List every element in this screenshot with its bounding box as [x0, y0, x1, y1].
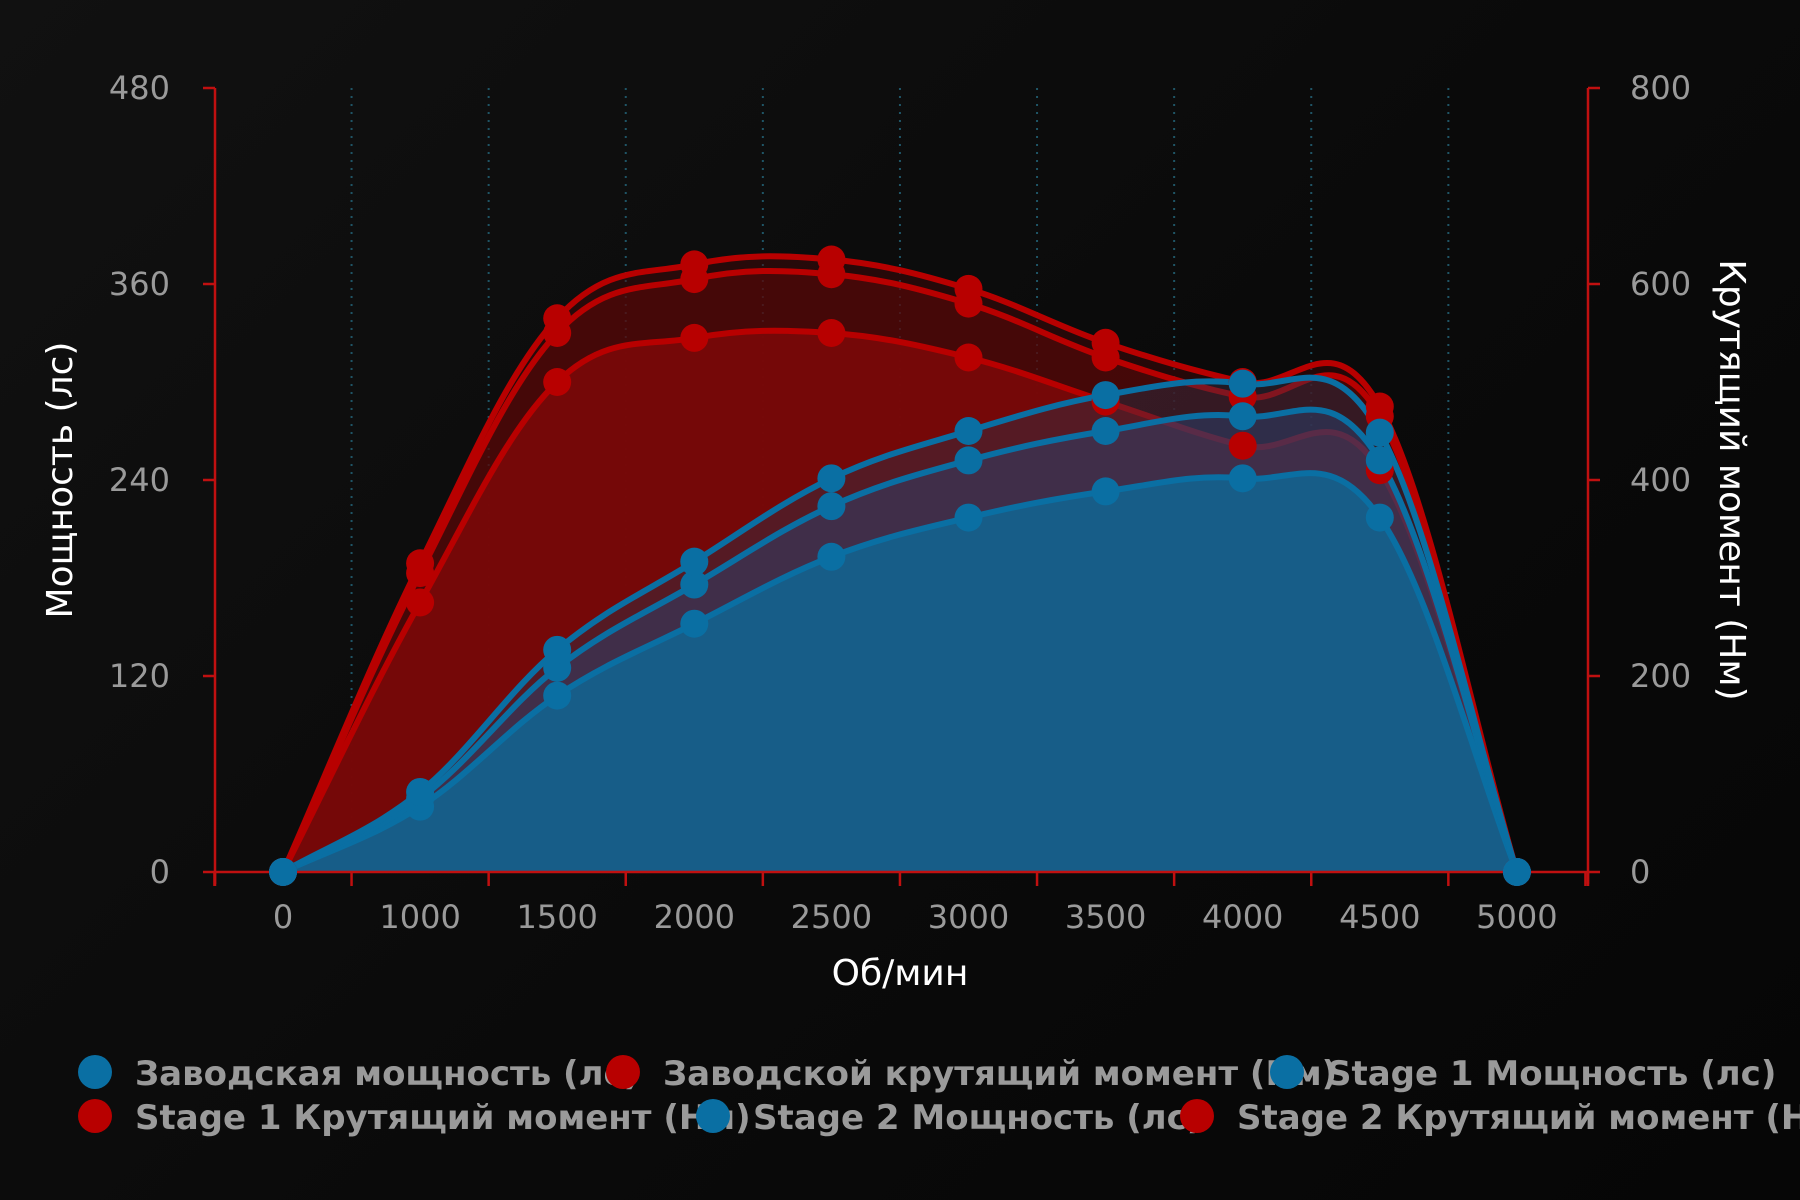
legend-label: Заводская мощность (лс) — [135, 1054, 639, 1094]
y-right-tick-label: 400 — [1630, 461, 1691, 499]
x-tick-label: 1000 — [379, 898, 460, 936]
power-point — [1228, 402, 1257, 431]
y-axis-left-title: Мощность (лс) — [40, 342, 81, 619]
x-tick-label: 1500 — [516, 898, 597, 936]
power-point — [1365, 446, 1394, 475]
power-point — [1502, 858, 1531, 886]
y-right-tick-label: 0 — [1630, 853, 1650, 891]
power-series-layer — [281, 374, 1520, 875]
torque-point — [680, 323, 709, 352]
power-point — [1228, 464, 1257, 493]
y-left-tick-label: 0 — [150, 853, 170, 891]
power-point — [406, 777, 435, 806]
x-tick-label: 2000 — [654, 898, 735, 936]
x-tick-label: 4000 — [1202, 898, 1283, 936]
y-right-tick-label: 600 — [1630, 265, 1691, 303]
power-area-0 — [283, 473, 1517, 872]
torque-point — [954, 274, 983, 303]
torque-point — [680, 250, 709, 279]
legend-label: Stage 1 Крутящий момент (Нм) — [135, 1098, 751, 1138]
y-left-tick-label: 120 — [109, 657, 170, 695]
legend-marker — [78, 1099, 112, 1133]
torque-point — [817, 245, 846, 274]
torque-line-0 — [280, 327, 1520, 874]
power-point — [1228, 369, 1257, 398]
x-tick-label: 2500 — [791, 898, 872, 936]
power-point — [543, 681, 572, 710]
torque-point — [1091, 328, 1120, 357]
torque-point — [1228, 431, 1257, 460]
legend-marker — [1270, 1055, 1304, 1089]
power-point — [954, 503, 983, 532]
power-point — [1091, 477, 1120, 506]
data-points — [269, 245, 1531, 886]
x-tick-label: 0 — [273, 898, 293, 936]
power-point — [1091, 417, 1120, 445]
power-point — [1365, 503, 1394, 532]
power-point — [954, 417, 983, 445]
legend-label: Stage 2 Мощность (лс) — [753, 1098, 1202, 1138]
y-left-tick-label: 240 — [109, 461, 170, 499]
power-point — [543, 635, 572, 664]
torque-point — [406, 588, 435, 617]
power-point — [680, 570, 709, 599]
y-right-tick-label: 800 — [1630, 69, 1691, 107]
x-tick-label: 5000 — [1476, 898, 1557, 936]
power-point — [269, 858, 297, 886]
axes: 0 120 240 360 480 0 200 400 600 800 0 1000 1500 2000 2… — [109, 69, 1691, 936]
x-axis-title: Об/мин — [832, 953, 969, 994]
power-point — [817, 542, 846, 571]
torque-point — [406, 549, 435, 578]
x-tick-label: 3000 — [928, 898, 1009, 936]
x-tick-label: 3500 — [1065, 898, 1146, 936]
power-point — [817, 492, 846, 521]
power-point — [1091, 381, 1120, 410]
torque-point — [543, 368, 572, 396]
legend: Заводская мощность (лс) Заводской крутящи… — [78, 1054, 1800, 1138]
legend-marker — [1180, 1099, 1214, 1133]
y-left-tick-label: 480 — [109, 69, 170, 107]
power-point — [954, 446, 983, 475]
y-axis-right-title: Крутящий момент (Нм) — [1711, 259, 1752, 700]
legend-label: Stage 2 Крутящий момент (Нм) — [1237, 1098, 1800, 1138]
power-point — [1365, 418, 1394, 447]
legend-marker — [696, 1099, 730, 1133]
torque-point — [1365, 392, 1394, 421]
legend-label: Stage 1 Мощность (лс) — [1327, 1054, 1776, 1094]
power-point — [680, 609, 709, 638]
legend-marker — [78, 1055, 112, 1089]
legend-marker — [606, 1055, 640, 1089]
legend-label: Заводской крутящий момент (Нм) — [663, 1054, 1337, 1094]
power-point — [680, 547, 709, 576]
x-tick-label: 4500 — [1339, 898, 1420, 936]
power-point — [817, 464, 846, 493]
torque-point — [954, 343, 983, 372]
y-left-tick-label: 360 — [109, 265, 170, 303]
torque-point — [543, 304, 572, 333]
y-right-tick-label: 200 — [1630, 657, 1691, 695]
torque-point — [817, 319, 846, 347]
